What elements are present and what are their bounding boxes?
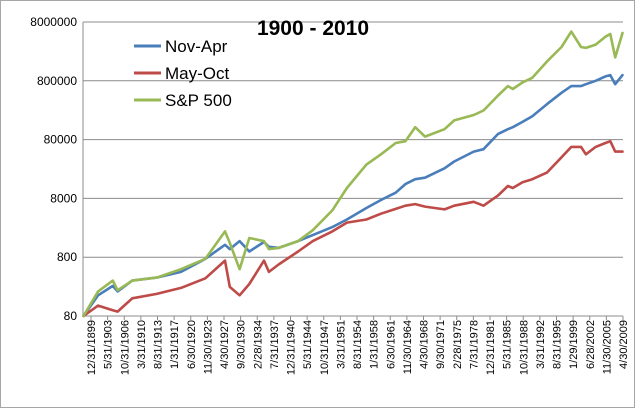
x-tick-label: 2/28/1934 [252,320,264,369]
y-tick-labels: 80 800 8000 80000 800000 8000000 [30,15,77,323]
legend: Nov-Apr May-Oct S&P 500 [134,37,232,110]
x-tick-labels: 12/31/1899 5/31/1903 10/31/1906 3/31/1910 8/… [86,316,630,375]
x-tick-label: 7/31/1978 [468,320,480,369]
x-tick-label: 10/31/1988 [518,320,530,375]
x-tick-label: 11/30/1964 [402,320,414,374]
series-line-2 [82,30,624,318]
x-tick-label: 1/29/1999 [568,320,580,369]
x-tick-label: 10/31/1947 [319,320,331,375]
x-tick-label: 9/30/1930 [236,320,248,369]
y-tick-label: 8000000 [30,15,77,29]
x-tick-label: 7/31/1937 [269,320,281,369]
chart-title: 1900 - 2010 [257,17,369,40]
x-tick-label: 6/30/1961 [385,320,397,369]
x-tick-label: 5/31/1944 [302,320,314,369]
x-tick-label: 2/28/1975 [452,320,464,369]
legend-label: S&P 500 [165,91,232,110]
legend-label: May-Oct [165,64,230,83]
x-tick-label: 8/31/1954 [352,320,364,369]
gridlines [83,21,623,258]
x-tick-label: 4/30/1968 [419,320,431,369]
series-line-0 [82,73,624,318]
x-tick-label: 12/31/1940 [286,320,298,375]
y-tick-label: 80000 [44,133,78,147]
x-tick-label: 3/31/1951 [335,320,347,369]
x-tick-label: 9/30/1971 [435,320,447,369]
x-tick-label: 5/31/1985 [502,320,514,369]
x-tick-label: 10/31/1906 [119,320,131,375]
x-tick-label: 12/31/1899 [86,320,98,375]
x-tick-label: 8/31/1913 [153,320,165,369]
x-tick-label: 4/30/2009 [618,320,630,369]
x-tick-label: 1/31/1958 [369,320,381,369]
series-lines [82,30,624,318]
x-tick-label: 6/30/1920 [186,320,198,369]
x-tick-label: 8/31/1995 [552,320,564,369]
x-tick-label: 4/30/1927 [219,320,231,369]
x-tick-label: 11/30/2005 [601,320,613,374]
legend-label: Nov-Apr [165,37,228,56]
series-line-1 [82,139,624,318]
x-tick-label: 3/31/1910 [136,320,148,369]
x-tick-label: 12/31/1981 [485,320,497,375]
y-tick-label: 800 [57,250,77,264]
axes [82,22,623,317]
y-tick-label: 8000 [50,191,77,205]
x-tick-label: 6/28/2002 [585,320,597,369]
y-tick-label: 80 [64,309,78,323]
x-tick-label: 11/30/1923 [202,320,214,374]
x-tick-label: 5/31/1903 [103,320,115,369]
y-tick-label: 800000 [37,74,77,88]
x-tick-label: 1/31/1917 [169,320,181,369]
x-tick-label: 3/31/1992 [535,320,547,369]
